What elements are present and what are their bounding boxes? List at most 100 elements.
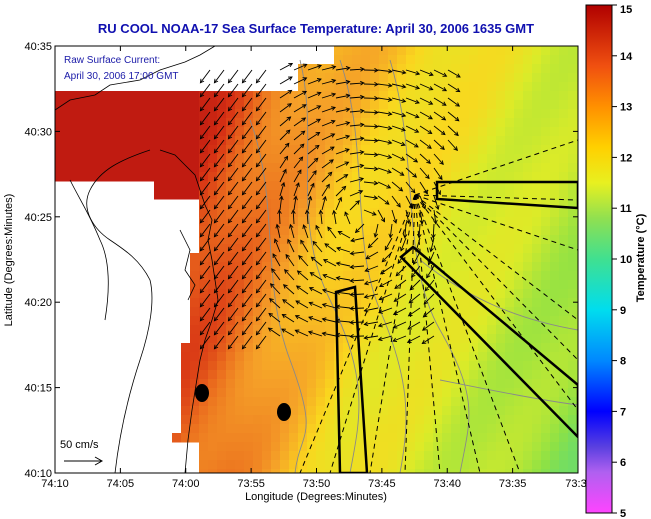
current-vector [433, 125, 446, 135]
sst-cell [199, 145, 209, 155]
sst-cell [235, 235, 245, 245]
current-vector [408, 293, 421, 304]
sst-cell [397, 136, 407, 146]
sst-cell [253, 235, 263, 245]
current-vector-head [401, 127, 407, 132]
sst-cell [289, 352, 299, 362]
current-vector-head [288, 62, 294, 68]
sst-cell [514, 388, 524, 398]
sst-cell [424, 325, 434, 335]
sst-cell [352, 253, 362, 263]
sst-cell [469, 226, 479, 236]
sst-cell [370, 298, 380, 308]
sst-cell [352, 460, 362, 470]
sst-cell [190, 352, 200, 362]
sst-cell [199, 379, 209, 389]
sst-cell [478, 55, 488, 65]
sst-cell [199, 460, 209, 470]
sst-cell [514, 181, 524, 191]
sst-cell [361, 190, 371, 200]
sst-cell [307, 370, 317, 380]
sst-cell [307, 298, 317, 308]
sst-cell [82, 136, 92, 146]
current-vector [200, 251, 211, 266]
sst-cell [316, 271, 326, 281]
x-tick-label: 73:35 [499, 478, 527, 490]
sst-cell [199, 244, 209, 254]
sst-cell [190, 397, 200, 407]
sst-cell [289, 406, 299, 416]
sst-cell [307, 433, 317, 443]
current-vector [419, 69, 434, 76]
sst-cell [523, 46, 533, 56]
sst-cell [262, 433, 272, 443]
sst-cell [181, 154, 191, 164]
current-vector-head [374, 138, 379, 143]
sst-cell [298, 262, 308, 272]
sst-cell [181, 352, 191, 362]
sst-cell [334, 163, 344, 173]
sst-cell [505, 64, 515, 74]
current-vector [413, 251, 421, 265]
sst-cell [244, 316, 254, 326]
sst-cell [145, 109, 155, 119]
sst-cell [370, 253, 380, 263]
sst-cell [370, 352, 380, 362]
current-vector-head [359, 163, 365, 169]
current-vector-head [284, 269, 289, 274]
sst-cell [262, 406, 272, 416]
sst-cell [343, 73, 353, 83]
sst-cell [271, 136, 281, 146]
sst-cell [478, 118, 488, 128]
sst-cell [64, 163, 74, 173]
current-vector-head [425, 174, 430, 180]
sst-cell [496, 208, 506, 218]
sst-cell [415, 325, 425, 335]
sst-cell [379, 397, 389, 407]
sst-cell [568, 163, 578, 173]
sst-cell [370, 451, 380, 461]
current-vector-head [331, 106, 336, 111]
sst-cell [397, 379, 407, 389]
current-vector-head [227, 330, 233, 336]
current-vector-head [378, 309, 384, 314]
current-vector-head [255, 78, 261, 84]
sst-cell [298, 397, 308, 407]
sst-cell [298, 424, 308, 434]
current-vector-head [255, 148, 261, 154]
current-vector [242, 265, 253, 280]
current-vector [298, 255, 309, 267]
sst-cell [388, 190, 398, 200]
sst-cell [415, 415, 425, 425]
sst-cell [415, 397, 425, 407]
sst-cell [469, 388, 479, 398]
sst-cell [523, 154, 533, 164]
sst-cell [487, 145, 497, 155]
sst-cell [460, 397, 470, 407]
sst-cell [217, 154, 227, 164]
sst-cell [307, 451, 317, 461]
current-vector-head [255, 316, 261, 322]
sst-cell [442, 262, 452, 272]
colorbar-tick-label: 14 [620, 51, 633, 63]
sst-cell [568, 433, 578, 443]
sst-cell [442, 199, 452, 209]
sst-cell [523, 451, 533, 461]
transect-box [399, 245, 578, 439]
current-vector-head [428, 115, 433, 120]
current-vector [214, 111, 225, 126]
sst-cell [388, 442, 398, 452]
sst-cell [541, 199, 551, 209]
sst-cell [433, 280, 443, 290]
sst-cell [433, 361, 443, 371]
sst-cell [235, 109, 245, 119]
current-vector [228, 307, 239, 322]
sst-cell [271, 397, 281, 407]
sst-cell [226, 172, 236, 182]
sst-cell [325, 208, 335, 218]
sst-cell [208, 163, 218, 173]
current-vector-head [439, 160, 444, 166]
sst-cell [532, 451, 542, 461]
current-vector-head [394, 284, 400, 289]
sst-cell [388, 82, 398, 92]
